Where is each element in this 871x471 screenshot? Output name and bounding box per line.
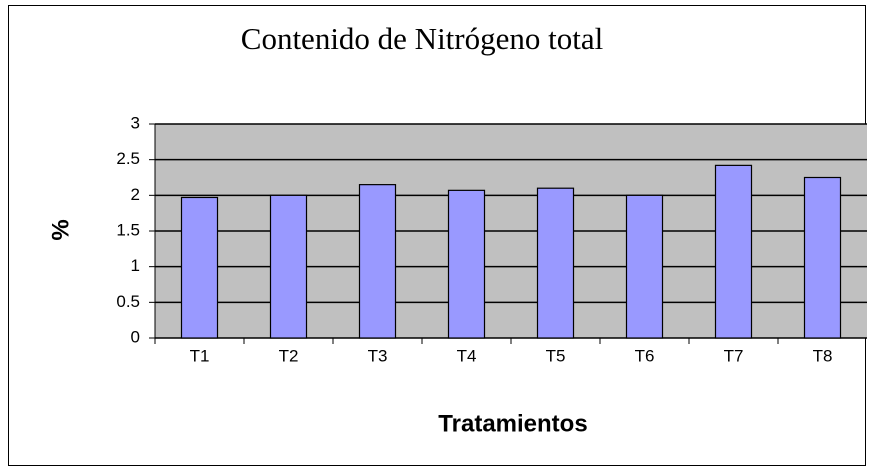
x-tick-label: T4 <box>457 346 477 365</box>
chart-title: Contenido de Nitrógeno total <box>241 21 603 56</box>
x-tick-label: T8 <box>813 346 833 365</box>
bar <box>803 176 842 339</box>
bar <box>180 196 219 339</box>
bar <box>447 189 486 339</box>
y-tick-label: 0 <box>131 327 140 346</box>
bar <box>358 184 397 339</box>
x-tick-label: T3 <box>368 346 388 365</box>
x-tick-label: T5 <box>546 346 566 365</box>
x-tick-label: T6 <box>635 346 655 365</box>
y-tick-label: 1 <box>131 256 140 275</box>
bar <box>714 164 753 339</box>
y-tick-label: 1.5 <box>116 220 140 239</box>
x-tick-label: T2 <box>279 346 299 365</box>
y-tick-label: 2 <box>131 185 140 204</box>
x-tick-label: T7 <box>724 346 744 365</box>
bar <box>625 194 664 339</box>
bar <box>536 187 575 339</box>
x-axis-title: Tratamientos <box>438 410 587 437</box>
y-axis-title: % <box>47 219 74 240</box>
x-tick-label: T1 <box>190 346 210 365</box>
bar <box>269 194 308 339</box>
y-tick-label: 2.5 <box>116 149 140 168</box>
y-tick-label: 0.5 <box>116 292 140 311</box>
y-tick-label: 3 <box>131 113 140 132</box>
